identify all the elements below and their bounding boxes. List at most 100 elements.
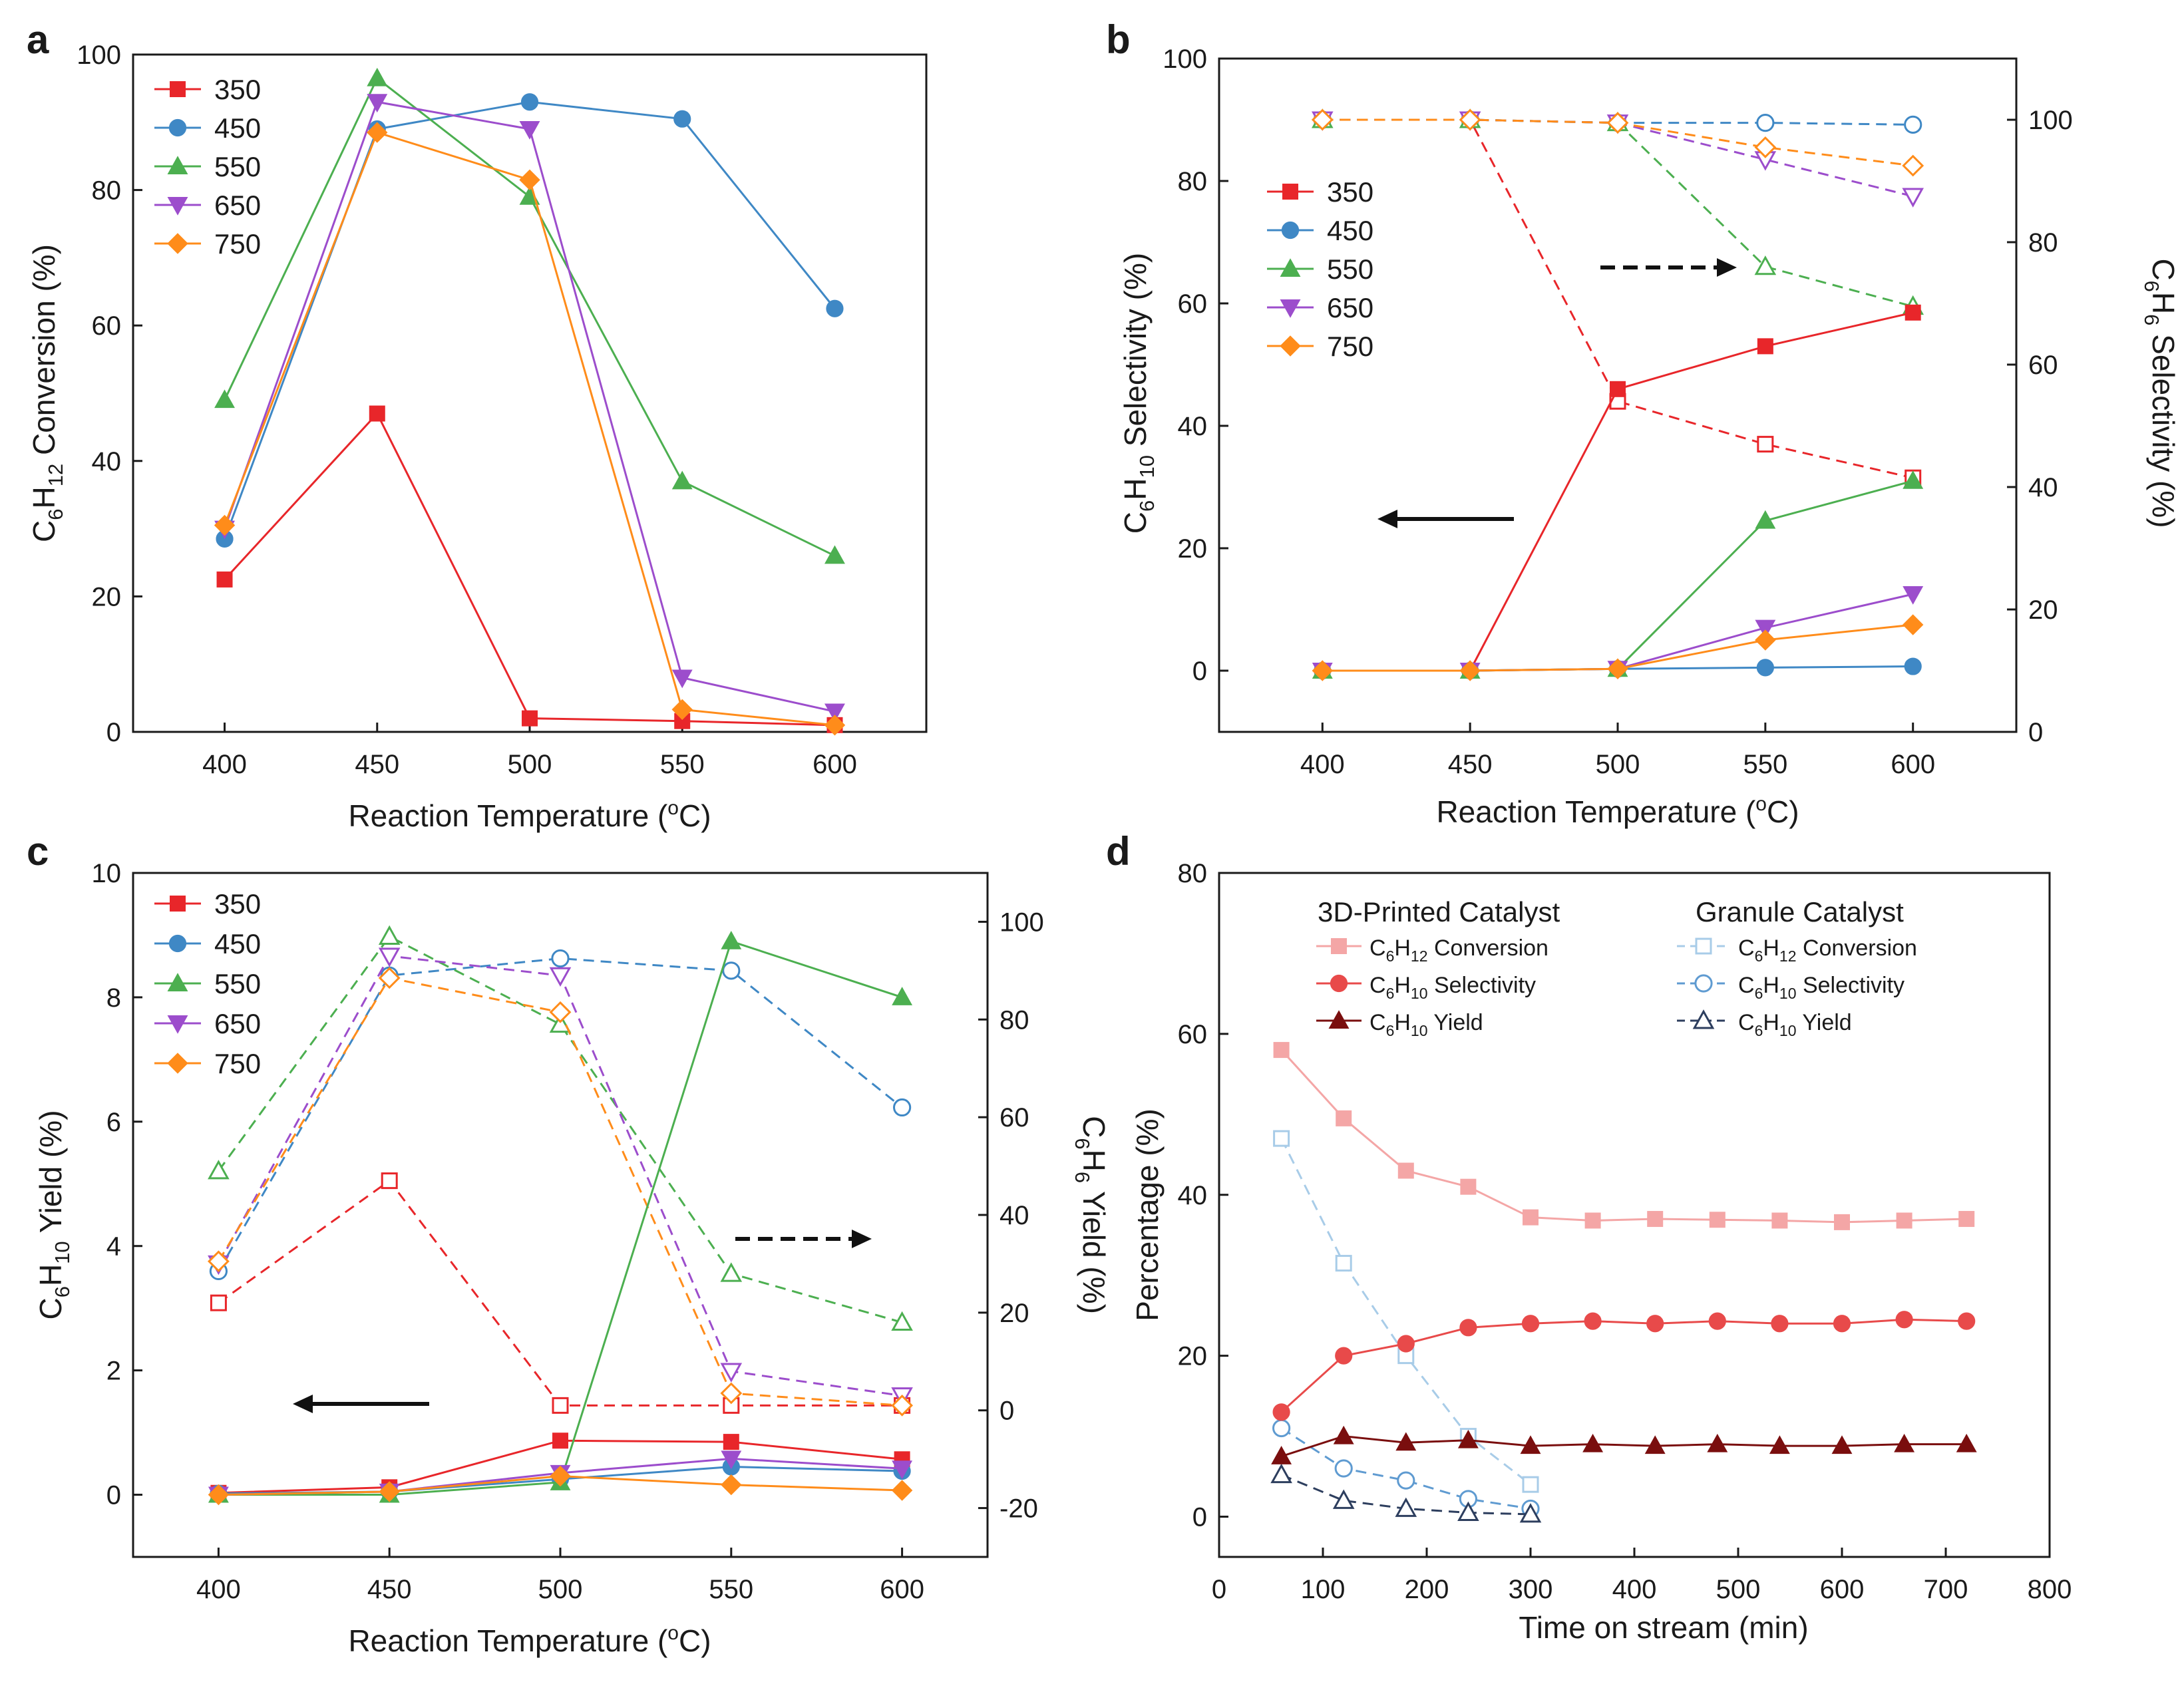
y-tick-label: 4	[106, 1232, 121, 1262]
series-line	[1280, 1318, 1967, 1413]
x-tick-label: 400	[196, 1575, 241, 1604]
data-point	[720, 1363, 743, 1383]
legend-marker	[167, 1015, 188, 1034]
legend-marker	[170, 896, 186, 912]
data-point	[1647, 1211, 1664, 1228]
data-point	[1755, 629, 1776, 651]
x-tick-label: 550	[660, 750, 705, 779]
legend-marker	[1328, 1010, 1350, 1029]
legend-label: 450	[214, 928, 261, 959]
legend-label: 450	[214, 112, 261, 144]
x-tick-label: 450	[355, 750, 399, 779]
data-point	[1335, 1347, 1353, 1365]
data-point	[671, 669, 693, 689]
x-tick-label: 400	[1300, 750, 1345, 779]
x-tick-label: 600	[880, 1575, 924, 1604]
data-point	[367, 122, 388, 143]
data-point	[1756, 659, 1774, 677]
y-tick-label: 0	[106, 718, 121, 747]
data-point	[1520, 1435, 1541, 1454]
data-point	[1522, 1476, 1539, 1493]
data-point	[720, 1262, 743, 1282]
data-point	[1395, 1432, 1417, 1451]
legend-label: 350	[1327, 176, 1373, 208]
y-tick-label: 40	[1178, 412, 1208, 441]
x-axis-label: Time on stream (min)	[1519, 1610, 1808, 1645]
legend-label: C6​H12​ Conversion	[1369, 935, 1548, 965]
data-point	[722, 961, 741, 980]
data-point	[519, 120, 540, 140]
panel-a: 400 450 500 550 600 0 20 40 60 80 100 a C6​H12​ Conv…	[27, 17, 928, 833]
data-point	[1332, 1489, 1355, 1509]
legend-group-title: Granule Catalyst	[1696, 896, 1904, 927]
series-right-line-550	[1322, 118, 1914, 308]
data-point	[1756, 114, 1775, 132]
data-point	[1905, 304, 1921, 321]
data-point	[208, 1160, 230, 1180]
data-point	[1397, 1335, 1415, 1353]
data-point	[1523, 1209, 1539, 1226]
data-point	[1459, 1319, 1477, 1337]
data-point	[519, 169, 540, 191]
data-point	[1769, 1435, 1790, 1454]
data-point	[891, 1394, 914, 1417]
legend-marker	[167, 233, 188, 254]
legend-group-title: 3D-Printed Catalyst	[1318, 896, 1560, 927]
data-point	[367, 94, 388, 113]
y-tick-label: 2	[106, 1357, 121, 1386]
data-point	[1896, 1212, 1912, 1229]
data-point	[824, 715, 846, 736]
data-point	[1771, 1315, 1789, 1333]
legend-marker	[1280, 335, 1301, 357]
data-point	[1273, 1042, 1290, 1059]
y-tick-label: 20	[1178, 1342, 1208, 1371]
data-point	[1755, 510, 1776, 529]
data-point	[1584, 1212, 1601, 1229]
legend-marker	[168, 934, 187, 953]
data-point	[1397, 1471, 1415, 1490]
data-point	[892, 987, 913, 1005]
series-right-line-450	[218, 957, 903, 1272]
x-tick-label: 700	[1924, 1575, 1968, 1604]
data-point	[381, 1172, 398, 1190]
series-line-550	[224, 77, 836, 557]
legend-marker	[1692, 1009, 1715, 1029]
data-point	[549, 1013, 572, 1033]
y2-tick-label: 20	[1000, 1299, 1029, 1328]
data-point	[721, 930, 742, 949]
y2-tick-label: 100	[2028, 106, 2073, 135]
data-point	[1271, 1446, 1292, 1464]
x-axis-label: Reaction Temperature (oC)	[1436, 793, 1799, 829]
data-point	[892, 1460, 913, 1480]
data-point	[1582, 1433, 1604, 1452]
series-line	[1281, 1435, 1967, 1458]
data-point	[721, 1450, 742, 1470]
panel-label: b	[1106, 17, 1131, 62]
data-point	[1833, 1315, 1851, 1333]
legend-marker	[167, 197, 188, 216]
data-point	[378, 925, 401, 945]
data-point	[1644, 1435, 1666, 1454]
panel-label: a	[27, 17, 49, 62]
data-point	[1956, 1433, 1977, 1452]
legend-label: 350	[214, 888, 261, 920]
x-tick-label: 450	[1448, 750, 1493, 779]
x-tick-label: 500	[538, 1575, 583, 1604]
panel-label: d	[1106, 829, 1131, 874]
data-point	[1834, 1214, 1850, 1230]
y2-axis-label: C6​H6​ Yield (%)	[1071, 1116, 1111, 1314]
data-point	[673, 110, 691, 128]
x-tick-label: 400	[202, 750, 247, 779]
x-tick-label: 400	[1612, 1575, 1657, 1604]
plot-frame	[1218, 872, 2051, 1558]
data-point	[1771, 1212, 1788, 1229]
data-point	[1904, 115, 1922, 134]
legend-label: C6​H10​ Selectivity	[1369, 973, 1536, 1002]
direction-arrowhead	[293, 1395, 313, 1413]
x-tick-label: 600	[813, 750, 857, 779]
data-point	[1606, 112, 1629, 134]
legend-label: 550	[214, 151, 261, 182]
data-point	[210, 1294, 227, 1311]
x-tick-label: 200	[1405, 1575, 1449, 1604]
data-point	[1902, 154, 1924, 177]
